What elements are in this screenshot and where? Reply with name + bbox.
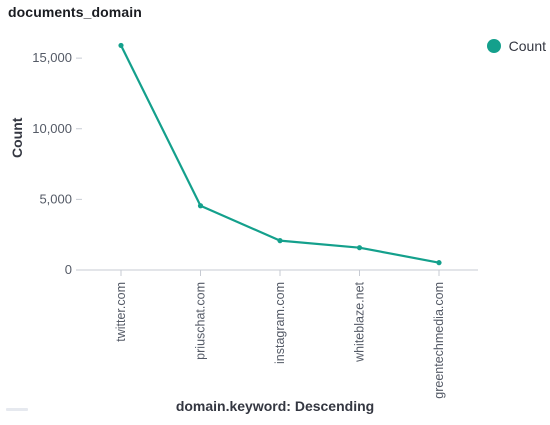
x-tick-label: twitter.com xyxy=(114,282,128,342)
y-tick-label: 15,000 xyxy=(32,50,72,65)
x-tick-label: priuschat.com xyxy=(194,282,208,360)
panel-resize-handle[interactable] xyxy=(6,408,28,411)
y-tick-label: 10,000 xyxy=(32,121,72,136)
data-point xyxy=(356,245,363,251)
y-tick-label: 0 xyxy=(65,262,72,277)
data-point xyxy=(436,260,442,266)
y-tick-label: 5,000 xyxy=(39,191,72,206)
data-point xyxy=(197,203,204,209)
x-tick-label: greentechmedia.com xyxy=(432,282,446,399)
y-axis-label: Count xyxy=(9,117,25,158)
series-line xyxy=(119,44,441,264)
data-point xyxy=(118,42,124,49)
data-point xyxy=(277,238,283,244)
legend-swatch[interactable] xyxy=(486,39,501,53)
x-tick-label: whiteblaze.net xyxy=(353,281,367,362)
legend[interactable]: Count xyxy=(486,38,546,54)
panel-title: documents_domain xyxy=(8,4,142,20)
x-axis-label: domain.keyword: Descending xyxy=(175,398,375,414)
legend-label[interactable]: Count xyxy=(508,38,546,54)
x-tick-label: instagram.com xyxy=(273,282,287,364)
